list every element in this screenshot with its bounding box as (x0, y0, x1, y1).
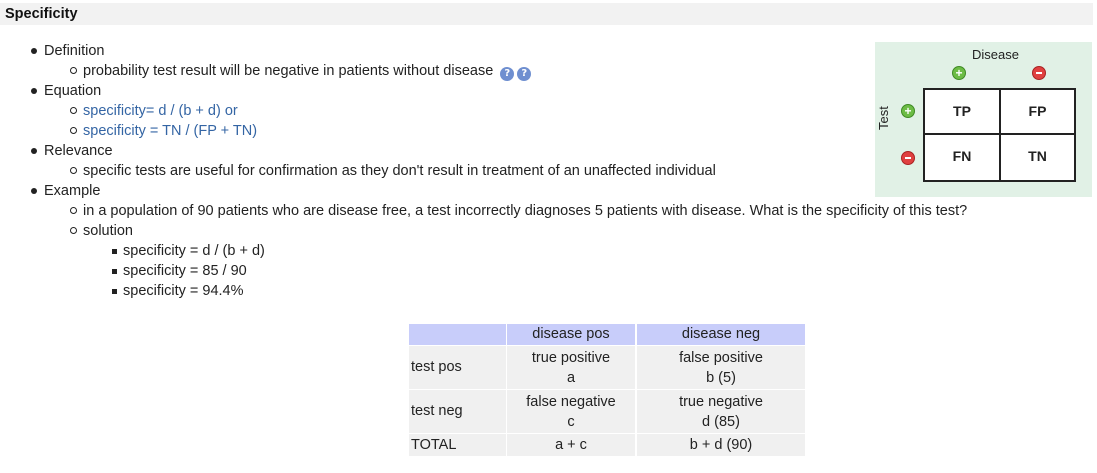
table-cell: true negative d (85) (637, 390, 805, 433)
section-title: Specificity (0, 3, 1093, 25)
example-text: in a population of 90 patients who are d… (69, 203, 968, 219)
minus-icon (1032, 66, 1046, 80)
disease-axis-label: Disease (972, 47, 1019, 62)
table-cell: false negative c (507, 390, 635, 433)
equation-link[interactable]: specificity = TN / (FP + TN) (69, 123, 258, 139)
equation-link[interactable]: specificity= d / (b + d) or (70, 103, 238, 119)
table-row-label: test pos (409, 346, 506, 389)
table-cell: b + d (90) (637, 434, 805, 456)
equation-label: Equation (30, 83, 102, 99)
minus-icon (901, 151, 915, 165)
table-header-empty (409, 324, 506, 345)
matrix-cell-fn: FN (952, 148, 972, 164)
specificity-matrix-figure: Disease Test TP FP FN TN (875, 42, 1092, 197)
definition-text: probability test result will be negative… (83, 63, 494, 79)
table-cell-line: true negative (679, 394, 763, 410)
solution-step: specificity = d / (b + d) (112, 243, 265, 259)
table-cell: true positive a (507, 346, 635, 389)
matrix-cell-tn: TN (1028, 148, 1047, 164)
matrix-cell-tp: TP (953, 103, 971, 119)
plus-icon (901, 104, 915, 118)
table-column-header: disease pos (507, 324, 635, 345)
table-cell-line: a (566, 370, 576, 386)
table-row-label: test neg (409, 390, 506, 433)
plus-icon (952, 66, 966, 80)
table-cell: a + c (507, 434, 635, 456)
definition-text-row: probability test result will be negative… (69, 61, 532, 81)
table-column-header: disease neg (637, 324, 805, 345)
table-cell-line: false positive (679, 350, 763, 366)
table-cell-line: b (5) (706, 370, 736, 386)
table-cell: false positive b (5) (637, 346, 805, 389)
solution-step: specificity = 94.4% (112, 283, 244, 299)
table-cell-line: d (85) (702, 414, 740, 430)
test-axis-label: Test (876, 106, 891, 130)
relevance-text: specific tests are useful for confirmati… (70, 163, 716, 179)
table-cell-line: false negative (526, 394, 616, 410)
matrix-cell-fp: FP (1028, 103, 1047, 119)
table-cell-line: c (567, 414, 575, 430)
table-row-label: TOTAL (409, 434, 506, 456)
example-label: Example (30, 183, 101, 199)
help-icon[interactable]: ? (500, 67, 515, 81)
solution-label: solution (70, 223, 133, 239)
definition-label: Definition (30, 43, 105, 59)
help-icon[interactable]: ? (517, 67, 532, 81)
relevance-label: Relevance (31, 143, 113, 159)
solution-step: specificity = 85 / 90 (112, 263, 247, 279)
matrix-grid: TP FP FN TN (923, 88, 1076, 182)
table-cell-line: true positive (531, 350, 611, 366)
